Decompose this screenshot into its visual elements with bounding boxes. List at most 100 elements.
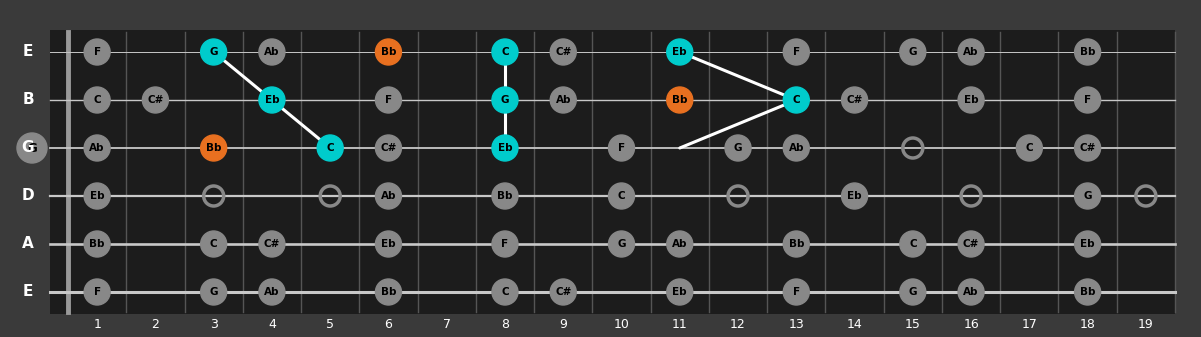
Text: Ab: Ab xyxy=(963,47,979,57)
Circle shape xyxy=(84,231,110,257)
Text: Eb: Eb xyxy=(963,95,979,105)
Text: F: F xyxy=(793,47,800,57)
Text: C#: C# xyxy=(1080,143,1095,153)
Text: F: F xyxy=(1085,95,1092,105)
Text: 14: 14 xyxy=(847,317,862,331)
Text: G: G xyxy=(22,141,35,155)
Circle shape xyxy=(84,39,110,65)
Text: 15: 15 xyxy=(904,317,921,331)
Text: C: C xyxy=(501,47,509,57)
Text: C: C xyxy=(909,239,916,249)
Text: 2: 2 xyxy=(151,317,160,331)
Text: C: C xyxy=(210,239,217,249)
Text: Eb: Eb xyxy=(90,191,104,201)
Text: 11: 11 xyxy=(671,317,688,331)
Text: G: G xyxy=(28,142,37,154)
Text: Eb: Eb xyxy=(673,47,687,57)
Text: 1: 1 xyxy=(94,317,101,331)
Circle shape xyxy=(1016,135,1042,161)
Circle shape xyxy=(1075,279,1100,305)
Text: C: C xyxy=(793,95,800,105)
Circle shape xyxy=(492,231,518,257)
Circle shape xyxy=(550,279,576,305)
Circle shape xyxy=(783,135,809,161)
Circle shape xyxy=(201,135,227,161)
Circle shape xyxy=(783,87,809,113)
Text: C: C xyxy=(617,191,626,201)
Circle shape xyxy=(842,183,867,209)
Text: Ab: Ab xyxy=(556,95,570,105)
Circle shape xyxy=(492,183,518,209)
Text: G: G xyxy=(909,287,918,297)
Text: Bb: Bb xyxy=(381,47,396,57)
Text: C: C xyxy=(501,287,509,297)
Text: Ab: Ab xyxy=(89,143,104,153)
Circle shape xyxy=(1075,231,1100,257)
Circle shape xyxy=(84,135,110,161)
Text: Ab: Ab xyxy=(264,287,280,297)
Text: Bb: Bb xyxy=(497,191,513,201)
Text: 19: 19 xyxy=(1139,317,1154,331)
Circle shape xyxy=(609,183,634,209)
Circle shape xyxy=(259,39,285,65)
Circle shape xyxy=(1075,183,1100,209)
Circle shape xyxy=(376,231,401,257)
Circle shape xyxy=(1075,87,1100,113)
Text: 9: 9 xyxy=(560,317,567,331)
Text: C: C xyxy=(94,95,101,105)
Circle shape xyxy=(958,231,984,257)
Text: F: F xyxy=(501,239,508,249)
Text: 6: 6 xyxy=(384,317,393,331)
Text: Eb: Eb xyxy=(497,143,513,153)
Circle shape xyxy=(783,231,809,257)
Text: G: G xyxy=(734,143,742,153)
Circle shape xyxy=(84,279,110,305)
Text: Eb: Eb xyxy=(847,191,862,201)
Circle shape xyxy=(958,279,984,305)
Circle shape xyxy=(842,87,867,113)
Text: Ab: Ab xyxy=(673,239,687,249)
Text: Eb: Eb xyxy=(673,287,687,297)
Text: Ab: Ab xyxy=(963,287,979,297)
Circle shape xyxy=(550,87,576,113)
Text: F: F xyxy=(94,287,101,297)
Text: Bb: Bb xyxy=(673,95,687,105)
Text: Ab: Ab xyxy=(264,47,280,57)
Circle shape xyxy=(492,135,518,161)
Circle shape xyxy=(201,231,227,257)
Text: C#: C# xyxy=(555,47,572,57)
Text: C#: C# xyxy=(264,239,280,249)
Circle shape xyxy=(550,39,576,65)
Text: D: D xyxy=(22,188,35,204)
Circle shape xyxy=(1075,135,1100,161)
Text: 8: 8 xyxy=(501,317,509,331)
Text: B: B xyxy=(22,92,34,108)
Text: C#: C# xyxy=(963,239,979,249)
Text: G: G xyxy=(909,47,918,57)
Text: 4: 4 xyxy=(268,317,276,331)
Text: G: G xyxy=(617,239,626,249)
Circle shape xyxy=(667,231,693,257)
Circle shape xyxy=(259,231,285,257)
Text: Bb: Bb xyxy=(789,239,803,249)
Circle shape xyxy=(900,231,926,257)
Text: 17: 17 xyxy=(1021,317,1038,331)
Text: C#: C# xyxy=(555,287,572,297)
FancyBboxPatch shape xyxy=(4,4,1197,333)
Circle shape xyxy=(783,39,809,65)
Text: Ab: Ab xyxy=(381,191,396,201)
Circle shape xyxy=(667,87,693,113)
Circle shape xyxy=(667,279,693,305)
Circle shape xyxy=(17,133,47,163)
Circle shape xyxy=(1075,39,1100,65)
Circle shape xyxy=(376,279,401,305)
Circle shape xyxy=(783,279,809,305)
Text: Eb: Eb xyxy=(1080,239,1095,249)
Circle shape xyxy=(317,135,343,161)
Text: 5: 5 xyxy=(327,317,334,331)
Circle shape xyxy=(958,39,984,65)
Text: G: G xyxy=(1083,191,1092,201)
Text: 13: 13 xyxy=(788,317,805,331)
Circle shape xyxy=(84,87,110,113)
Text: Eb: Eb xyxy=(381,239,396,249)
